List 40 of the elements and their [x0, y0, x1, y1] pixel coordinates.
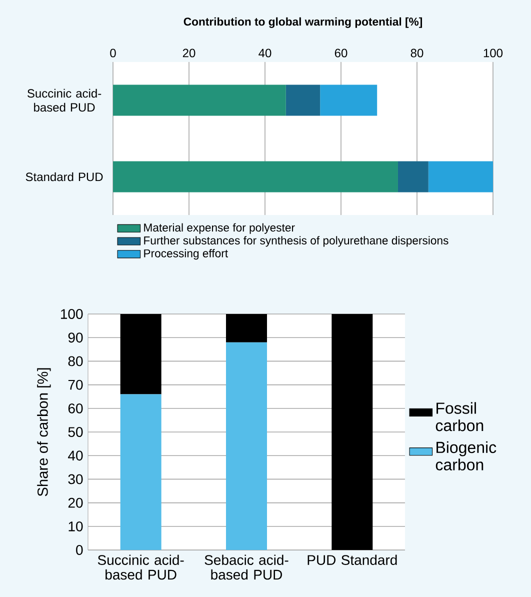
- legend-label: Biogenic carbon: [436, 441, 496, 470]
- legend-label: Further substances for synthesis of polyurethane dispersions: [144, 236, 448, 247]
- y-tick-label: 100: [60, 309, 83, 319]
- y-axis-title: Share of carbon [%]: [37, 368, 51, 496]
- bar: [226, 314, 267, 342]
- bar: [286, 84, 320, 116]
- y-tick-label: 20: [68, 498, 83, 508]
- x-tick-label: 40: [258, 48, 272, 58]
- y-tick-label: Succinic acid-based PUD: [27, 88, 102, 112]
- y-tick-label: 30: [68, 474, 83, 484]
- legend-label: Processing effort: [144, 249, 228, 260]
- y-tick-label: 80: [68, 356, 83, 366]
- x-tick-label: 60: [334, 48, 348, 58]
- y-tick-label: 90: [68, 332, 83, 343]
- bar: [398, 161, 428, 192]
- y-tick-label: 0: [76, 545, 83, 555]
- bar: [120, 314, 162, 394]
- bar: [332, 314, 373, 550]
- y-tick-label: 50: [68, 427, 83, 437]
- chart-title: Contribution to global warming potential [%]: [184, 17, 422, 28]
- x-tick-label: 0: [110, 48, 116, 58]
- x-tick-label: 80: [410, 48, 424, 58]
- bar: [120, 394, 162, 550]
- x-tick-label: 100: [484, 48, 503, 58]
- legend-label: Fossil carbon: [436, 402, 484, 432]
- bar: [428, 161, 493, 192]
- y-tick-label: Standard PUD: [26, 172, 103, 182]
- y-tick-label: 60: [68, 403, 83, 414]
- bar: [113, 161, 398, 192]
- legend-label: Material expense for polyester: [144, 223, 295, 234]
- x-tick-label: 20: [182, 48, 196, 58]
- y-tick-label: 10: [68, 521, 83, 532]
- bar: [320, 84, 378, 116]
- bar: [226, 342, 267, 550]
- x-tick-label: Sebacic acid-based PUD: [204, 554, 288, 580]
- x-tick-label: Succinic acid-based PUD: [98, 554, 184, 580]
- y-tick-label: 70: [68, 380, 83, 390]
- x-tick-label: PUD Standard: [308, 554, 397, 565]
- y-tick-label: 40: [68, 450, 83, 461]
- bar: [113, 84, 286, 116]
